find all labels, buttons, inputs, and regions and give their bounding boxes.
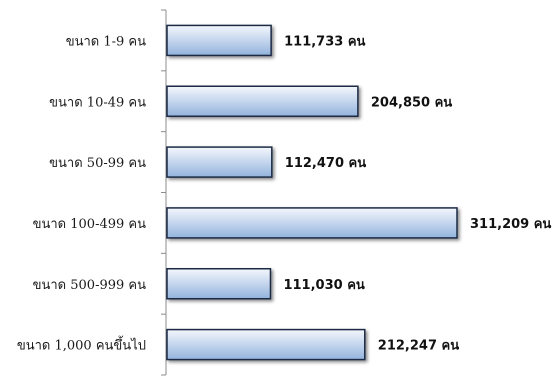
bar	[166, 85, 359, 117]
bar	[166, 24, 272, 57]
category-label: ขนาด 1,000 คนขึ้นไป	[17, 336, 146, 354]
y-axis-ticks	[161, 9, 166, 376]
value-label: 112,470 คน	[285, 156, 366, 171]
bar	[166, 207, 458, 239]
category-label: ขนาด 500-999 คน	[33, 278, 146, 293]
category-label: ขนาด 1-9 คน	[66, 34, 146, 49]
value-label: 111,733 คน	[284, 34, 365, 49]
value-labels: 111,733 คน 204,850 คน 112,470 คน 311,209 คน…	[283, 34, 551, 353]
bars	[166, 24, 458, 361]
bar	[166, 268, 272, 300]
category-label: ขนาด 100-499 คน	[33, 217, 146, 232]
category-label: ขนาด 50-99 คน	[49, 156, 146, 171]
category-label: ขนาด 10-49 คน	[49, 95, 146, 110]
bar	[166, 146, 273, 178]
bar	[166, 328, 366, 361]
value-label: 204,850 คน	[371, 95, 452, 110]
value-label: 212,247 คน	[378, 339, 459, 354]
value-label: 311,209 คน	[470, 217, 551, 232]
value-label: 111,030 คน	[283, 278, 364, 293]
